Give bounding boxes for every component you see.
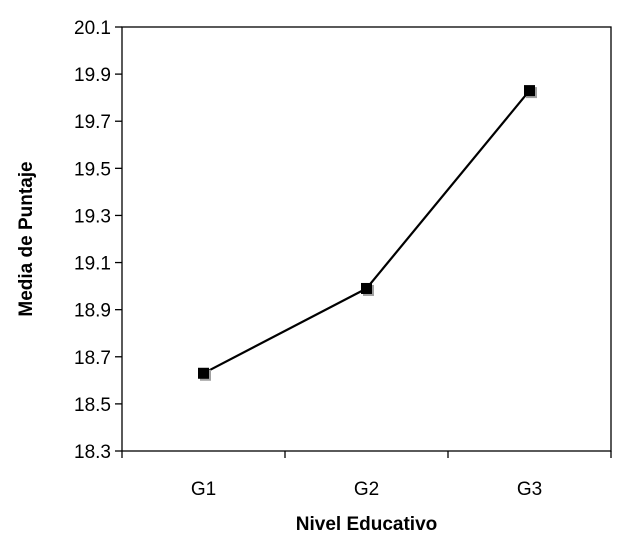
series-line — [202, 89, 531, 375]
y-tick-label: 19.7 — [74, 112, 111, 133]
x-tick-label: G2 — [354, 479, 379, 500]
x-axis-tick-labels: G1 G2 G3 — [191, 479, 542, 500]
plot-area-border — [121, 26, 612, 452]
data-point — [524, 85, 535, 97]
y-axis-title: Media de Puntaje — [16, 161, 37, 316]
y-tick-label: 19.5 — [74, 159, 111, 180]
x-tick-label: G3 — [517, 479, 542, 500]
y-tick-label: 19.1 — [74, 254, 111, 275]
data-point — [198, 367, 209, 379]
data-point — [361, 282, 372, 294]
y-tick-label: 20.1 — [74, 18, 111, 39]
y-tick-label: 18.9 — [74, 301, 111, 322]
x-tick-label: G1 — [191, 479, 216, 500]
y-tick-label: 18.5 — [74, 395, 111, 416]
x-axis-ticks — [121, 451, 612, 458]
y-axis-ticks — [115, 26, 122, 452]
y-tick-label: 19.9 — [74, 65, 111, 86]
y-tick-label: 19.3 — [74, 206, 111, 227]
y-axis-tick-labels: 18.3 18.5 18.7 18.9 19.1 19.3 19.5 19.7 19.9 20.1 — [74, 18, 111, 463]
x-axis-title: Nivel Educativo — [296, 514, 438, 535]
series-markers — [198, 85, 537, 381]
y-tick-label: 18.3 — [74, 442, 111, 463]
y-tick-label: 18.7 — [74, 348, 111, 369]
